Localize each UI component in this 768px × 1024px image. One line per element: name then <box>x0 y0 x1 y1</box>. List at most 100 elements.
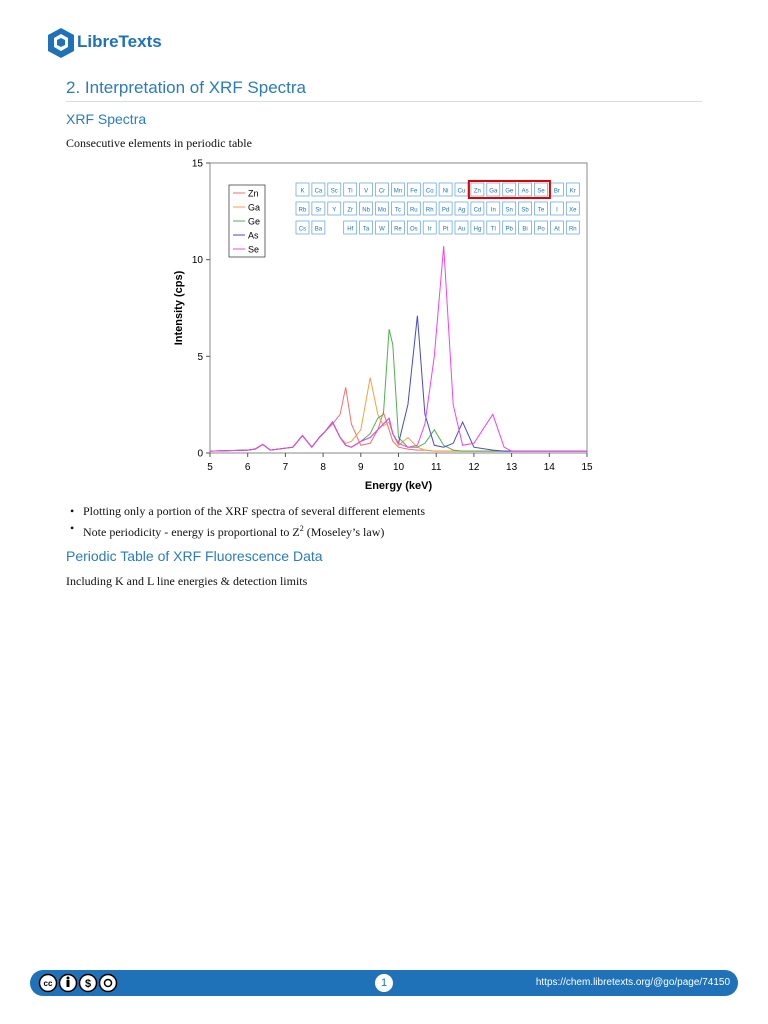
x-tick-label: 11 <box>431 462 442 473</box>
element-cell <box>327 201 342 216</box>
x-tick-label: 8 <box>320 462 326 473</box>
element-cell <box>534 201 548 216</box>
x-axis-label: Energy (keV) <box>365 480 433 492</box>
element-symbol: Ga <box>489 189 498 195</box>
element-cell <box>550 220 564 235</box>
element-symbol: Sr <box>315 208 321 214</box>
element-symbol: I <box>556 208 558 214</box>
element-cell <box>454 201 469 216</box>
svg-text:$: $ <box>85 978 91 990</box>
element-symbol: W <box>379 227 385 233</box>
element-symbol: Kr <box>570 189 576 195</box>
element-cell <box>470 182 485 197</box>
x-tick-label: 14 <box>544 462 556 473</box>
footer: cc $ 1 https://chem.libretexts.org/@go/p… <box>30 970 738 996</box>
page-number: 1 <box>375 974 393 992</box>
bullet-item: Plotting only a portion of the XRF spect… <box>66 503 425 520</box>
element-symbol: Ge <box>505 189 514 195</box>
element-symbol: Tl <box>491 227 496 233</box>
element-cell <box>550 201 564 216</box>
x-tick-label: 5 <box>207 462 213 473</box>
element-cell <box>502 182 517 197</box>
element-symbol: Po <box>537 227 545 233</box>
x-tick-label: 15 <box>581 462 593 473</box>
element-symbol: Ba <box>315 227 323 233</box>
element-cell <box>375 201 389 216</box>
element-cell <box>406 220 421 235</box>
element-cell <box>518 201 532 216</box>
page-url[interactable]: https://chem.libretexts.org/@go/page/741… <box>535 977 730 988</box>
element-cell <box>502 220 517 235</box>
element-cell <box>438 182 453 197</box>
element-symbol: Au <box>458 227 465 233</box>
paragraph: Consecutive elements in periodic table <box>66 136 252 150</box>
element-cell <box>438 201 453 216</box>
element-cell <box>406 182 421 197</box>
element-symbol: Sb <box>521 208 529 214</box>
bullet-text: Note periodicity - energy is proportiona… <box>83 525 300 539</box>
element-cell <box>359 220 373 235</box>
element-cell <box>343 220 358 235</box>
y-axis-label: Intensity (cps) <box>173 270 185 345</box>
page-title: 2. Interpretation of XRF Spectra <box>66 78 307 97</box>
element-symbol: Cd <box>474 208 482 214</box>
element-symbol: Mo <box>378 208 387 214</box>
element-symbol: Re <box>394 227 402 233</box>
element-cell <box>565 201 580 216</box>
section-heading: Periodic Table of XRF Fluorescence Data <box>66 548 323 564</box>
element-symbol: Tc <box>395 208 401 214</box>
y-tick-label: 0 <box>197 449 203 460</box>
license-icons[interactable]: cc $ <box>38 973 118 993</box>
element-cell <box>470 201 485 216</box>
element-cell <box>486 201 501 216</box>
element-cell <box>359 201 373 216</box>
element-symbol: Ni <box>443 189 449 195</box>
element-symbol: Cu <box>458 189 466 195</box>
title-rule <box>66 101 702 102</box>
element-symbol: Ti <box>348 189 353 195</box>
element-cell <box>343 201 358 216</box>
element-symbol: Cr <box>379 189 385 195</box>
element-symbol: Xe <box>569 208 577 214</box>
element-cell <box>406 201 421 216</box>
y-tick-label: 5 <box>197 352 203 363</box>
element-cell <box>454 220 469 235</box>
element-cell <box>311 220 326 235</box>
element-symbol: K <box>300 189 304 195</box>
y-tick-label: 15 <box>192 159 204 170</box>
element-cell <box>534 182 548 197</box>
element-cell <box>486 182 501 197</box>
legend-label: Se <box>248 245 259 255</box>
element-symbol: Sc <box>331 189 338 195</box>
element-symbol: Sn <box>506 208 513 214</box>
element-cell <box>438 220 453 235</box>
svg-text:cc: cc <box>44 979 53 988</box>
element-cell <box>327 182 342 197</box>
legend-label: Ge <box>248 217 260 227</box>
element-symbol: In <box>491 208 496 214</box>
superscript: 2 <box>299 524 304 533</box>
y-tick-label: 10 <box>192 255 204 266</box>
element-cell <box>391 220 405 235</box>
element-cell <box>391 201 405 216</box>
element-cell <box>565 182 580 197</box>
element-symbol: Ag <box>458 208 465 214</box>
element-symbol: Co <box>426 189 434 195</box>
element-cell <box>470 220 485 235</box>
element-symbol: Rn <box>569 227 577 233</box>
element-symbol: Pd <box>442 208 449 214</box>
element-symbol: As <box>522 189 529 195</box>
highlight-box <box>467 180 551 199</box>
bullet-list: Plotting only a portion of the XRF spect… <box>66 503 425 541</box>
legend-label: Ga <box>248 203 260 213</box>
element-cell <box>502 201 517 216</box>
x-tick-label: 7 <box>283 462 289 473</box>
bullet-text: Plotting only a portion of the XRF spect… <box>83 504 426 518</box>
element-symbol: Fe <box>410 189 418 195</box>
legend-label: As <box>248 231 259 241</box>
x-tick-label: 12 <box>468 462 480 473</box>
x-tick-label: 13 <box>506 462 518 473</box>
element-symbol: Zn <box>474 189 481 195</box>
